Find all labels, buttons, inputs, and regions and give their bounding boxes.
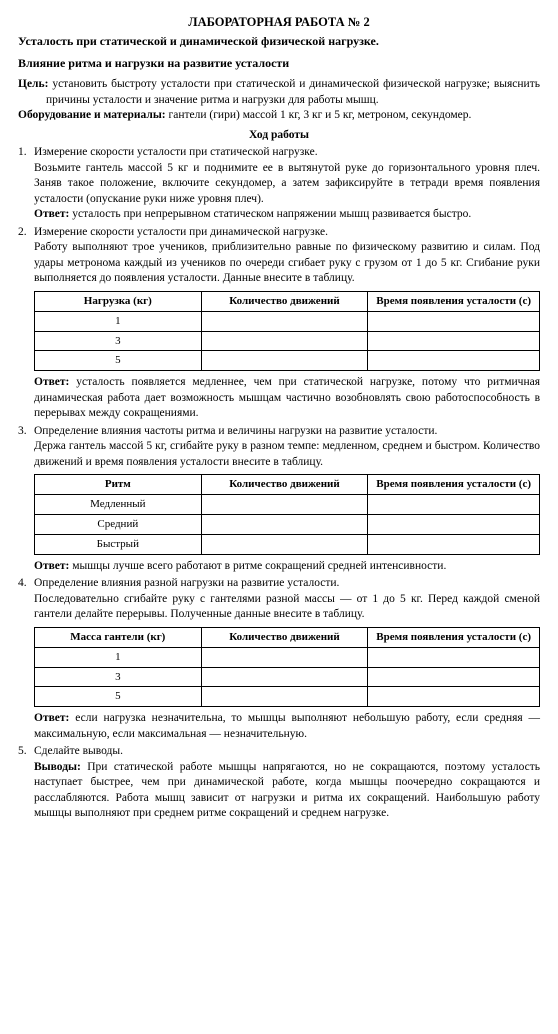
table-cell: Медленный bbox=[35, 495, 202, 515]
table-cell: 1 bbox=[35, 647, 202, 667]
table-header-cell: Время появления усталости (с) bbox=[368, 291, 540, 311]
step-head: Определение влияния частоты ритма и вели… bbox=[34, 424, 540, 440]
table-cell: 1 bbox=[35, 311, 202, 331]
step-head: Измерение скорости усталости при статиче… bbox=[34, 145, 540, 161]
table-cell: 3 bbox=[35, 331, 202, 351]
conclusion-text: При статической работе мышцы напрягаются… bbox=[34, 761, 540, 820]
table-cell bbox=[368, 495, 540, 515]
table-cell bbox=[368, 351, 540, 371]
table-cell bbox=[368, 331, 540, 351]
goal-label: Цель: bbox=[18, 78, 48, 90]
table-cell bbox=[368, 667, 540, 687]
table-cell bbox=[201, 687, 368, 707]
conclusion-label: Выводы: bbox=[34, 761, 81, 773]
answer-label: Ответ: bbox=[34, 376, 76, 388]
step-body: Возьмите гантель массой 5 кг и поднимите… bbox=[34, 161, 540, 208]
table-header-cell: Количество движений bbox=[201, 475, 368, 495]
step-item: Определение влияния разной нагрузки на р… bbox=[18, 576, 540, 742]
table-header-cell: Количество движений bbox=[201, 627, 368, 647]
table-header-cell: Количество движений bbox=[201, 291, 368, 311]
table-header-cell: Масса гантели (кг) bbox=[35, 627, 202, 647]
equipment-label: Оборудование и материалы: bbox=[18, 109, 166, 121]
answer-label: Ответ: bbox=[34, 208, 72, 220]
table-cell bbox=[368, 687, 540, 707]
equipment-paragraph: Оборудование и материалы: гантели (гири)… bbox=[18, 108, 540, 124]
steps-list: Измерение скорости усталости при статиче… bbox=[18, 145, 540, 822]
table-row: 1 bbox=[35, 311, 540, 331]
table-row: 5 bbox=[35, 351, 540, 371]
table-cell bbox=[201, 495, 368, 515]
step-answer: Ответ: если нагрузка незначительна, то м… bbox=[34, 711, 540, 742]
answer-label: Ответ: bbox=[34, 560, 72, 572]
table-header-cell: Нагрузка (кг) bbox=[35, 291, 202, 311]
equipment-text: гантели (гири) массой 1 кг, 3 кг и 5 кг,… bbox=[166, 109, 472, 121]
answer-text: мышцы лучше всего работают в ритме сокра… bbox=[72, 560, 446, 572]
table-row: 1 bbox=[35, 647, 540, 667]
data-table: РитмКоличество движенийВремя появления у… bbox=[34, 474, 540, 554]
step-head: Сделайте выводы. bbox=[34, 744, 540, 760]
step-answer: Ответ: усталость появляется медленнее, ч… bbox=[34, 375, 540, 422]
step-body: Последовательно сгибайте руку с гантелям… bbox=[34, 592, 540, 623]
conclusion-paragraph: Выводы: При статической работе мышцы нап… bbox=[34, 760, 540, 822]
step-answer: Ответ: усталость при непрерывном статиче… bbox=[34, 207, 540, 223]
table-cell bbox=[201, 331, 368, 351]
table-cell bbox=[201, 534, 368, 554]
table-row: 3 bbox=[35, 667, 540, 687]
table-cell: 3 bbox=[35, 667, 202, 687]
table-cell bbox=[201, 515, 368, 535]
answer-text: усталость появляется медленнее, чем при … bbox=[34, 376, 540, 419]
table-row: Медленный bbox=[35, 495, 540, 515]
table-cell bbox=[368, 311, 540, 331]
step-item: Измерение скорости усталости при статиче… bbox=[18, 145, 540, 223]
table-cell: 5 bbox=[35, 351, 202, 371]
table-cell: Быстрый bbox=[35, 534, 202, 554]
table-row: 5 bbox=[35, 687, 540, 707]
step-body: Держа гантель массой 5 кг, сгибайте руку… bbox=[34, 439, 540, 470]
lab-title: ЛАБОРАТОРНАЯ РАБОТА № 2 bbox=[18, 14, 540, 31]
step-head: Определение влияния разной нагрузки на р… bbox=[34, 576, 540, 592]
lab-subtitle-2: Влияние ритма и нагрузки на развитие уст… bbox=[18, 55, 540, 71]
step-body: Работу выполняют трое учеников, приблизи… bbox=[34, 240, 540, 287]
step-item: Определение влияния частоты ритма и вели… bbox=[18, 424, 540, 574]
table-cell: 5 bbox=[35, 687, 202, 707]
step-item: Измерение скорости усталости при динамич… bbox=[18, 225, 540, 422]
step-answer: Ответ: мышцы лучше всего работают в ритм… bbox=[34, 559, 540, 575]
answer-text: усталость при непрерывном статическом на… bbox=[72, 208, 471, 220]
goal-paragraph: Цель: установить быстроту усталости при … bbox=[18, 77, 540, 108]
answer-text: если нагрузка незначительна, то мышцы вы… bbox=[34, 712, 540, 740]
table-cell bbox=[201, 647, 368, 667]
step-head: Измерение скорости усталости при динамич… bbox=[34, 225, 540, 241]
table-header-cell: Ритм bbox=[35, 475, 202, 495]
table-row: Быстрый bbox=[35, 534, 540, 554]
table-cell bbox=[368, 534, 540, 554]
table-row: 3 bbox=[35, 331, 540, 351]
table-cell bbox=[368, 515, 540, 535]
procedure-heading: Ход работы bbox=[18, 128, 540, 144]
data-table: Масса гантели (кг)Количество движенийВре… bbox=[34, 627, 540, 707]
table-cell bbox=[201, 311, 368, 331]
table-header-cell: Время появления усталости (с) bbox=[368, 627, 540, 647]
goal-text: установить быстроту усталости при статич… bbox=[46, 78, 540, 106]
table-header-cell: Время появления усталости (с) bbox=[368, 475, 540, 495]
step-item: Сделайте выводы.Выводы: При статической … bbox=[18, 744, 540, 822]
answer-label: Ответ: bbox=[34, 712, 75, 724]
table-cell bbox=[368, 647, 540, 667]
lab-subtitle-1: Усталость при статической и динамической… bbox=[18, 33, 540, 49]
table-row: Средний bbox=[35, 515, 540, 535]
data-table: Нагрузка (кг)Количество движенийВремя по… bbox=[34, 291, 540, 371]
table-cell bbox=[201, 667, 368, 687]
table-cell: Средний bbox=[35, 515, 202, 535]
table-cell bbox=[201, 351, 368, 371]
